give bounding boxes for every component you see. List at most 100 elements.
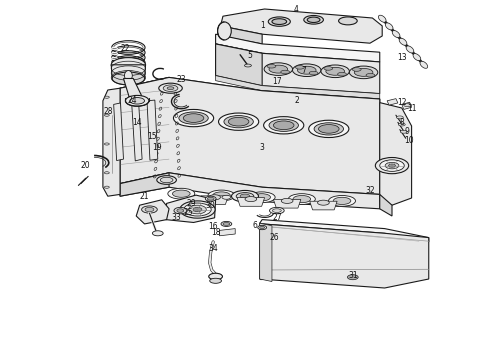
- Polygon shape: [387, 99, 398, 105]
- Ellipse shape: [104, 186, 109, 188]
- Ellipse shape: [366, 73, 375, 77]
- Text: 13: 13: [397, 53, 407, 62]
- Polygon shape: [201, 196, 228, 204]
- Text: 5: 5: [247, 51, 252, 60]
- Polygon shape: [123, 78, 144, 101]
- Ellipse shape: [314, 123, 343, 135]
- Ellipse shape: [264, 117, 304, 134]
- Ellipse shape: [112, 72, 145, 85]
- Ellipse shape: [293, 195, 311, 203]
- Text: 4: 4: [294, 4, 299, 13]
- Ellipse shape: [240, 194, 250, 198]
- Ellipse shape: [398, 123, 405, 126]
- Text: 9: 9: [404, 127, 409, 136]
- Text: 30: 30: [206, 201, 216, 210]
- Ellipse shape: [253, 194, 270, 201]
- Ellipse shape: [232, 190, 259, 202]
- Ellipse shape: [228, 117, 249, 126]
- Text: 7: 7: [301, 66, 306, 75]
- Ellipse shape: [269, 17, 290, 26]
- Ellipse shape: [209, 273, 222, 280]
- Ellipse shape: [406, 46, 414, 53]
- Ellipse shape: [179, 112, 208, 124]
- Text: 34: 34: [208, 244, 218, 253]
- Ellipse shape: [354, 68, 373, 76]
- Text: 14: 14: [132, 118, 142, 127]
- Polygon shape: [220, 229, 235, 236]
- Ellipse shape: [309, 120, 349, 138]
- Text: 29: 29: [186, 199, 196, 208]
- Polygon shape: [216, 44, 380, 94]
- Text: 25: 25: [184, 208, 194, 217]
- Text: 31: 31: [348, 271, 358, 280]
- Polygon shape: [120, 77, 169, 184]
- Polygon shape: [166, 195, 216, 222]
- Polygon shape: [260, 223, 262, 279]
- Text: 2: 2: [294, 96, 299, 105]
- Ellipse shape: [293, 64, 321, 77]
- Ellipse shape: [413, 54, 421, 60]
- Ellipse shape: [420, 61, 428, 68]
- Text: 21: 21: [140, 192, 149, 201]
- Ellipse shape: [307, 17, 320, 22]
- Ellipse shape: [152, 231, 163, 236]
- Text: 26: 26: [270, 233, 279, 242]
- Text: 1: 1: [260, 21, 265, 30]
- Ellipse shape: [207, 197, 214, 200]
- Ellipse shape: [168, 188, 195, 199]
- Text: 20: 20: [81, 161, 91, 170]
- Polygon shape: [310, 201, 337, 210]
- Ellipse shape: [142, 206, 157, 213]
- Polygon shape: [260, 223, 272, 282]
- Text: 6: 6: [252, 220, 257, 230]
- Text: 11: 11: [407, 104, 416, 112]
- Ellipse shape: [304, 15, 323, 24]
- Text: 8: 8: [399, 118, 404, 127]
- Ellipse shape: [396, 116, 403, 119]
- Ellipse shape: [389, 164, 395, 167]
- Polygon shape: [260, 220, 429, 242]
- Polygon shape: [120, 173, 169, 196]
- Polygon shape: [103, 88, 120, 196]
- Ellipse shape: [145, 207, 154, 212]
- Polygon shape: [147, 100, 158, 160]
- Ellipse shape: [324, 67, 333, 70]
- Ellipse shape: [264, 63, 293, 76]
- Ellipse shape: [219, 113, 259, 130]
- Ellipse shape: [375, 158, 409, 174]
- Text: 24: 24: [127, 96, 137, 105]
- Ellipse shape: [352, 68, 361, 71]
- Ellipse shape: [288, 194, 316, 204]
- Ellipse shape: [385, 162, 399, 169]
- Polygon shape: [120, 77, 380, 194]
- Ellipse shape: [173, 109, 214, 127]
- Ellipse shape: [404, 104, 412, 107]
- Text: 33: 33: [172, 213, 181, 222]
- Ellipse shape: [104, 172, 109, 174]
- Ellipse shape: [269, 65, 288, 73]
- Ellipse shape: [270, 207, 284, 214]
- Polygon shape: [114, 103, 123, 161]
- Text: 10: 10: [404, 136, 414, 145]
- Text: 27: 27: [272, 213, 282, 222]
- Text: 15: 15: [147, 132, 157, 141]
- Ellipse shape: [160, 177, 173, 183]
- Ellipse shape: [111, 58, 146, 72]
- Ellipse shape: [189, 205, 206, 214]
- Ellipse shape: [193, 207, 202, 212]
- Ellipse shape: [399, 38, 407, 45]
- Text: 3: 3: [260, 143, 265, 152]
- Ellipse shape: [272, 19, 287, 24]
- Ellipse shape: [318, 125, 339, 133]
- Ellipse shape: [269, 119, 298, 131]
- Ellipse shape: [309, 71, 318, 75]
- Ellipse shape: [258, 225, 267, 230]
- Ellipse shape: [318, 200, 329, 205]
- Ellipse shape: [400, 130, 407, 133]
- Ellipse shape: [245, 64, 251, 67]
- Ellipse shape: [236, 193, 254, 200]
- Polygon shape: [131, 95, 142, 161]
- Polygon shape: [216, 34, 380, 62]
- Ellipse shape: [177, 209, 184, 212]
- Ellipse shape: [183, 114, 204, 122]
